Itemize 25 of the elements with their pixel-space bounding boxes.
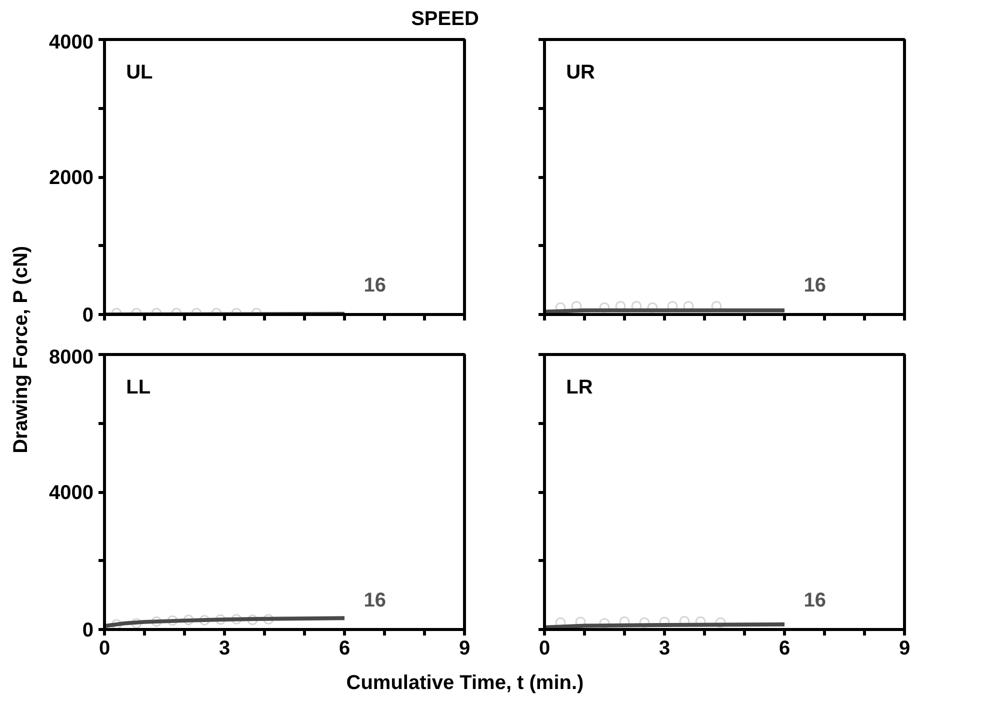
y-tick-label: 4000: [49, 482, 94, 504]
y-tick-label: 4000: [49, 32, 94, 54]
annotation: UR: [566, 62, 596, 84]
annotation: 16: [364, 589, 386, 612]
annotation: 16: [804, 274, 826, 296]
y-axis-title: Drawing Force, P (cN): [10, 246, 32, 454]
x-axis-title: Cumulative Time, t (min.): [346, 671, 584, 696]
x-tick-label: 3: [658, 638, 670, 660]
annotation: LR: [566, 376, 594, 398]
x-tick-label: 0: [538, 638, 550, 660]
annotation: UL: [126, 62, 153, 84]
annotation: 16: [804, 589, 826, 612]
x-tick-label: 6: [338, 638, 350, 660]
x-tick-label: 6: [778, 638, 790, 660]
annotation: 16: [364, 274, 386, 296]
x-tick-label: 0: [98, 638, 110, 660]
y-tick-label: 0: [82, 620, 94, 642]
x-tick-label: 9: [458, 638, 470, 660]
y-tick-label: 8000: [49, 346, 94, 368]
y-tick-label: 0: [82, 304, 94, 326]
x-tick-label: 9: [898, 638, 910, 660]
y-tick-label: 2000: [49, 167, 94, 189]
x-tick-label: 3: [218, 638, 230, 660]
chart-title: SPEED: [411, 7, 479, 32]
annotation: LL: [126, 376, 151, 398]
